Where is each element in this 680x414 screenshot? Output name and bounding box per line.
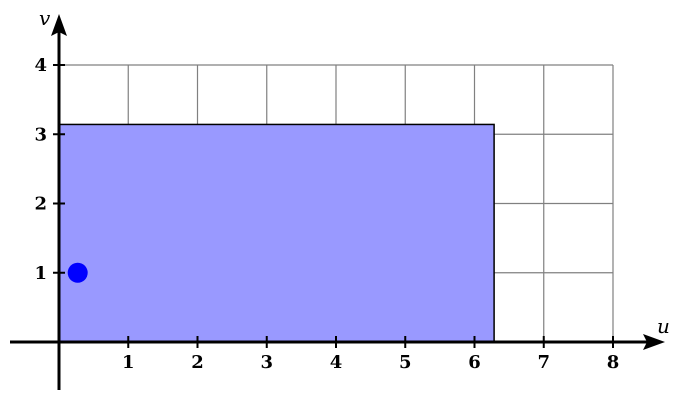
y-axis-title: v bbox=[39, 6, 51, 30]
y-axis-arrowhead bbox=[51, 14, 67, 36]
x-tick-label: 5 bbox=[399, 352, 412, 373]
ticks: 1 2 3 4 5 6 7 8 1 2 3 4 bbox=[34, 55, 619, 373]
y-tick-label: 4 bbox=[34, 55, 47, 76]
x-tick-label: 2 bbox=[191, 352, 204, 373]
x-axis-title: u bbox=[657, 314, 670, 338]
y-tick-label: 2 bbox=[34, 194, 47, 215]
x-tick-label: 3 bbox=[260, 352, 273, 373]
x-tick-label: 4 bbox=[330, 352, 343, 373]
data-point bbox=[67, 262, 88, 283]
y-tick-label: 1 bbox=[34, 263, 47, 284]
axes bbox=[10, 14, 665, 390]
y-tick-label: 3 bbox=[34, 124, 47, 145]
x-tick-label: 7 bbox=[537, 352, 550, 373]
x-tick-label: 1 bbox=[122, 352, 135, 373]
x-axis-arrowhead bbox=[643, 334, 665, 350]
x-tick-label: 6 bbox=[468, 352, 481, 373]
region-layer bbox=[58, 123, 495, 343]
x-tick-label: 8 bbox=[607, 352, 620, 373]
points bbox=[67, 262, 88, 283]
shaded-region bbox=[58, 123, 495, 343]
